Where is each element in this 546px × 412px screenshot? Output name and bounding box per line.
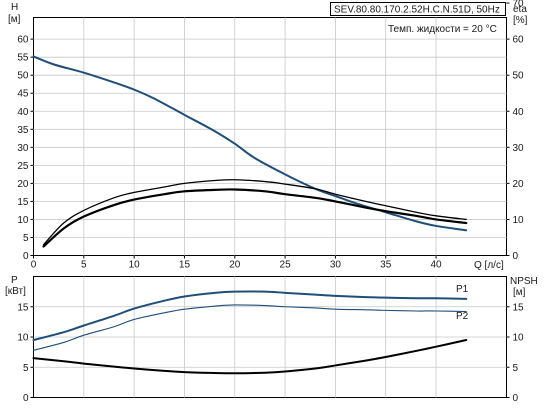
x-axis-label: Q [л/с] xyxy=(474,260,504,271)
top-left-tick-label: 25 xyxy=(17,161,29,172)
power-p2-curve xyxy=(32,304,467,351)
power-p1-curve xyxy=(32,290,468,342)
top-left-axis-label-2: [м] xyxy=(8,14,21,25)
top-panel-frame xyxy=(33,17,507,256)
top-right-tick-label: 60 xyxy=(513,35,525,46)
x-tick-label: 5 xyxy=(81,260,87,271)
top-left-tick-label: 50 xyxy=(17,71,29,82)
bottom-right-tick-label: 15 xyxy=(513,302,525,313)
top-left-tick-label: 5 xyxy=(23,233,29,244)
top-right-tick-label: 0 xyxy=(513,251,519,262)
top-left-tick-label: 40 xyxy=(17,107,29,118)
x-tick-label: 0 xyxy=(31,260,37,271)
top-right-tick-label: 50 xyxy=(513,71,525,82)
top-left-tick-label: 45 xyxy=(17,89,29,100)
model-title: SEV.80.80.170.2.52H.C.N.51D, 50Hz xyxy=(334,5,500,16)
top-series-group xyxy=(32,55,468,248)
top-right-tick-label: 70 xyxy=(513,0,525,10)
bottom-right-axis-label-2: [м] xyxy=(513,287,526,298)
bottom-grid xyxy=(33,276,507,398)
top-ticks: 0 5 10 15 20 25 30 35 40 0 5 10 15 20 25 30 35 40 45 50 55 60… xyxy=(17,0,524,271)
bottom-left-tick-label: 0 xyxy=(23,393,29,404)
p2-series-label: P2 xyxy=(456,311,469,322)
top-left-tick-label: 60 xyxy=(17,35,29,46)
top-right-axis-label-1: eta xyxy=(513,4,527,15)
bottom-left-tick-label: 15 xyxy=(17,302,29,313)
x-tick-label: 35 xyxy=(380,260,392,271)
top-left-tick-label: 35 xyxy=(17,125,29,136)
head-curve xyxy=(32,55,468,232)
top-left-tick-label: 15 xyxy=(17,197,29,208)
x-tick-label: 25 xyxy=(280,260,292,271)
x-tick-label: 10 xyxy=(129,260,141,271)
bottom-series-group xyxy=(32,290,468,375)
top-left-tick-label: 30 xyxy=(17,143,29,154)
x-tick-label: 15 xyxy=(179,260,191,271)
bottom-left-tick-label: 5 xyxy=(23,363,29,374)
top-grid xyxy=(33,17,507,256)
p1-series-label: P1 xyxy=(456,284,469,295)
x-tick-label: 40 xyxy=(430,260,442,271)
top-left-axis-label-1: H xyxy=(11,2,18,13)
bottom-right-tick-label: 5 xyxy=(513,363,519,374)
model-title-box xyxy=(330,2,506,16)
top-left-tick-label: 0 xyxy=(23,251,29,262)
bottom-right-tick-label: 10 xyxy=(513,333,525,344)
x-tick-label: 30 xyxy=(330,260,342,271)
efficiency-curve-upper xyxy=(42,179,467,246)
bottom-right-tick-label: 0 xyxy=(513,393,519,404)
efficiency-curve-lower xyxy=(42,188,468,248)
top-right-tick-label: 20 xyxy=(513,179,525,190)
bottom-left-axis-label-1: P xyxy=(11,275,18,286)
top-left-tick-label: 20 xyxy=(17,179,29,190)
x-tick-label: 20 xyxy=(229,260,241,271)
temperature-annotation: Темп. жидкости = 20 °C xyxy=(388,24,497,35)
top-left-tick-label: 10 xyxy=(17,215,29,226)
bottom-left-tick-label: 10 xyxy=(17,333,29,344)
bottom-left-axis-label-2: [кВт] xyxy=(5,286,26,297)
top-right-axis-label-2: [%] xyxy=(513,15,528,26)
top-left-tick-label: 55 xyxy=(17,53,29,64)
top-right-tick-label: 10 xyxy=(513,215,525,226)
npsh-curve xyxy=(32,339,468,375)
bottom-ticks: 0 5 10 15 0 5 10 15 xyxy=(17,302,524,404)
top-right-tick-label: 30 xyxy=(513,143,525,154)
top-right-tick-label: 40 xyxy=(513,107,525,118)
bottom-right-axis-label-1: NPSH xyxy=(510,276,538,287)
